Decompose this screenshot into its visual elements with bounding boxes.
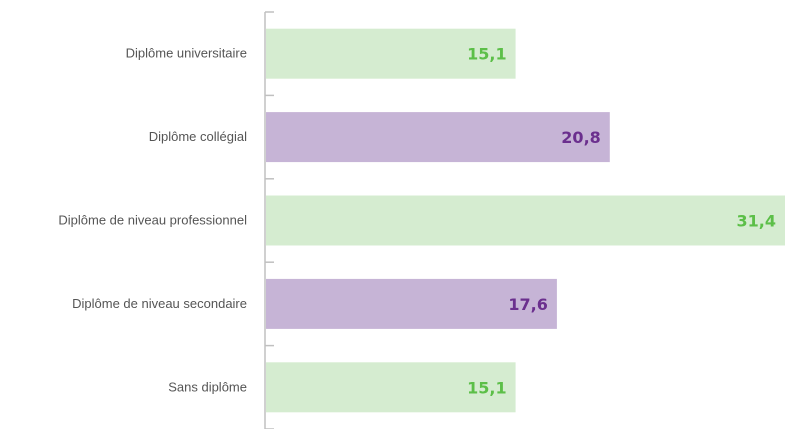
data-label: 31,4 bbox=[737, 212, 776, 231]
category-label: Diplôme de niveau professionnel bbox=[58, 213, 247, 228]
data-label: 15,1 bbox=[467, 378, 506, 397]
category-axis bbox=[264, 11, 274, 429]
bars-layer bbox=[266, 28, 785, 413]
category-label: Diplôme collégial bbox=[149, 129, 247, 144]
category-label: Diplôme universitaire bbox=[126, 46, 247, 61]
labels-layer: Diplôme universitaire 15,1 Diplôme collégi… bbox=[58, 45, 776, 398]
data-label: 15,1 bbox=[467, 45, 506, 64]
category-label: Diplôme de niveau secondaire bbox=[72, 296, 247, 311]
bar bbox=[266, 278, 557, 329]
bar bbox=[266, 195, 785, 246]
bar bbox=[266, 112, 610, 163]
bar bbox=[266, 28, 516, 79]
bar bbox=[266, 362, 516, 413]
data-label: 20,8 bbox=[561, 128, 600, 147]
category-label: Sans diplôme bbox=[168, 379, 247, 394]
data-label: 17,6 bbox=[508, 295, 547, 314]
